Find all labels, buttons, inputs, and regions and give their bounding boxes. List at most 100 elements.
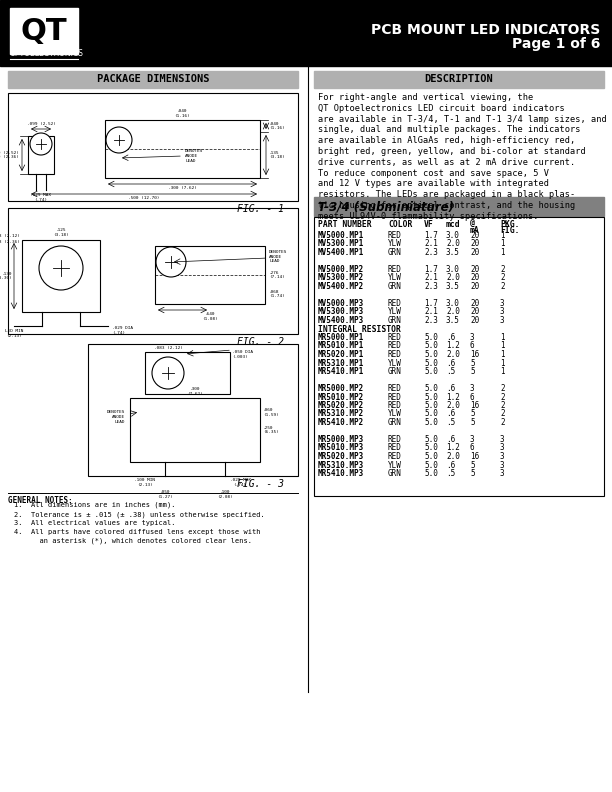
Text: To reduce component cost and save space, 5 V: To reduce component cost and save space,… [318,169,549,177]
Bar [314,197,604,216]
Text: 2.0: 2.0 [446,350,460,359]
Text: MR5000.MP3: MR5000.MP3 [318,435,364,444]
Text: .130
(3.30): .130 (3.30) [0,272,12,280]
Text: .050
(1.27): .050 (1.27) [157,490,173,499]
Text: .6: .6 [446,333,455,342]
Text: 1.2: 1.2 [446,341,460,351]
Text: MR5020.MP2: MR5020.MP2 [318,401,364,410]
Text: tic housing for optical contrast, and the housing: tic housing for optical contrast, and th… [318,201,575,210]
Text: 16: 16 [470,401,479,410]
Text: MV5300.MP3: MV5300.MP3 [318,307,364,317]
Bar [155,246,265,304]
Text: .6: .6 [446,384,455,393]
Text: 5: 5 [470,367,475,376]
Text: MV5300.MP2: MV5300.MP2 [318,273,364,283]
Text: 5: 5 [470,418,475,427]
Text: 3.  All electrical values are typical.: 3. All electrical values are typical. [14,520,176,526]
Text: .125
(3.18): .125 (3.18) [53,228,69,237]
Text: 3: 3 [470,384,475,393]
Text: .6: .6 [446,359,455,367]
Text: 1: 1 [500,341,505,351]
Text: .135
(3.18): .135 (3.18) [269,150,285,159]
Text: mcd: mcd [446,220,461,229]
Text: MR5010.MP3: MR5010.MP3 [318,444,364,452]
Text: OPTOELECTRONICS: OPTOELECTRONICS [10,49,84,58]
Text: 20: 20 [470,239,479,249]
Text: .029 DIA
(.74): .029 DIA (.74) [112,326,133,334]
Text: 2: 2 [500,418,505,427]
Text: are available in AlGaAs red, high-efficiency red,: are available in AlGaAs red, high-effici… [318,136,575,145]
Text: .5: .5 [446,469,455,478]
Text: MR5310.MP3: MR5310.MP3 [318,460,364,470]
Bar [0,61,612,66]
Text: PACKAGE DIMENSIONS: PACKAGE DIMENSIONS [97,74,209,85]
Text: 3.5: 3.5 [446,282,460,291]
Text: FIG. - 3: FIG. - 3 [237,479,284,489]
Text: 2: 2 [500,384,505,393]
Text: MR5310.MP2: MR5310.MP2 [318,409,364,418]
Text: single, dual and multiple packages. The indicators: single, dual and multiple packages. The … [318,125,581,135]
Text: .6: .6 [446,460,455,470]
Text: 5.0: 5.0 [424,435,438,444]
Text: 3: 3 [500,452,505,461]
Text: 3: 3 [500,435,505,444]
Text: 1.  All dimensions are in inches (mm).: 1. All dimensions are in inches (mm). [14,502,176,508]
Circle shape [152,357,184,389]
Text: MR5410.MP3: MR5410.MP3 [318,469,364,478]
Text: 5: 5 [470,460,475,470]
Text: 5.0: 5.0 [424,460,438,470]
Text: 1.2: 1.2 [446,393,460,402]
Text: For right-angle and vertical viewing, the: For right-angle and vertical viewing, th… [318,93,533,102]
Text: 20: 20 [470,231,479,240]
Text: .6: .6 [446,409,455,418]
Text: RED: RED [388,401,402,410]
Text: MR5310.MP1: MR5310.MP1 [318,359,364,367]
Text: 2.0: 2.0 [446,307,460,317]
Bar [8,208,298,334]
Text: MV5000.MP2: MV5000.MP2 [318,265,364,274]
Text: 5.0: 5.0 [424,418,438,427]
Text: are available in T-3/4, T-1 and T-1 3/4 lamp sizes, and in: are available in T-3/4, T-1 and T-1 3/4 … [318,115,612,124]
Text: 5.0: 5.0 [424,384,438,393]
Text: 2.3: 2.3 [424,282,438,291]
Text: 5.0: 5.0 [424,393,438,402]
Text: .029 MAX
(.74): .029 MAX (.74) [31,193,51,202]
Bar [88,344,298,476]
Text: .500 (12.70): .500 (12.70) [129,196,160,200]
Text: 2.  Tolerance is ± .015 (± .38) unless otherwise specified.: 2. Tolerance is ± .015 (± .38) unless ot… [14,511,265,517]
Text: FIG. - 2: FIG. - 2 [237,337,284,347]
Text: 3.0: 3.0 [446,231,460,240]
Text: 1: 1 [500,350,505,359]
Text: 1: 1 [500,239,505,249]
Bar [22,240,100,312]
Text: .068
(1.74): .068 (1.74) [269,290,285,299]
Text: 16: 16 [470,452,479,461]
Text: MR5020.MP1: MR5020.MP1 [318,350,364,359]
Text: GRN: GRN [388,469,402,478]
Bar [314,71,604,88]
Text: 2.0: 2.0 [446,401,460,410]
Text: LED MIN
(2.13): LED MIN (2.13) [5,329,23,337]
Text: 1: 1 [500,231,505,240]
Text: 2: 2 [500,273,505,283]
Text: FIG. - 1: FIG. - 1 [237,204,284,214]
Text: 5.0: 5.0 [424,333,438,342]
Text: DENOTES
ANODE
LEAD: DENOTES ANODE LEAD [106,410,125,424]
Text: 3: 3 [470,333,475,342]
Text: 1.7: 1.7 [424,299,438,308]
Bar [10,8,78,54]
Text: MV5300.MP1: MV5300.MP1 [318,239,364,249]
Text: 3: 3 [470,435,475,444]
Text: YLW: YLW [388,359,402,367]
Text: drive currents, as well as at 2 mA drive current.: drive currents, as well as at 2 mA drive… [318,158,575,167]
Text: MV5400.MP2: MV5400.MP2 [318,282,364,291]
Text: 16: 16 [470,350,479,359]
Text: 1.7: 1.7 [424,231,438,240]
Text: GRN: GRN [388,248,402,257]
Text: MR5000.MP1: MR5000.MP1 [318,333,364,342]
Text: .276
(7.14): .276 (7.14) [269,271,285,280]
Text: 5.0: 5.0 [424,452,438,461]
Text: 5.0: 5.0 [424,469,438,478]
Text: INTEGRAL RESISTOR: INTEGRAL RESISTOR [318,325,401,333]
Text: 2: 2 [500,265,505,274]
